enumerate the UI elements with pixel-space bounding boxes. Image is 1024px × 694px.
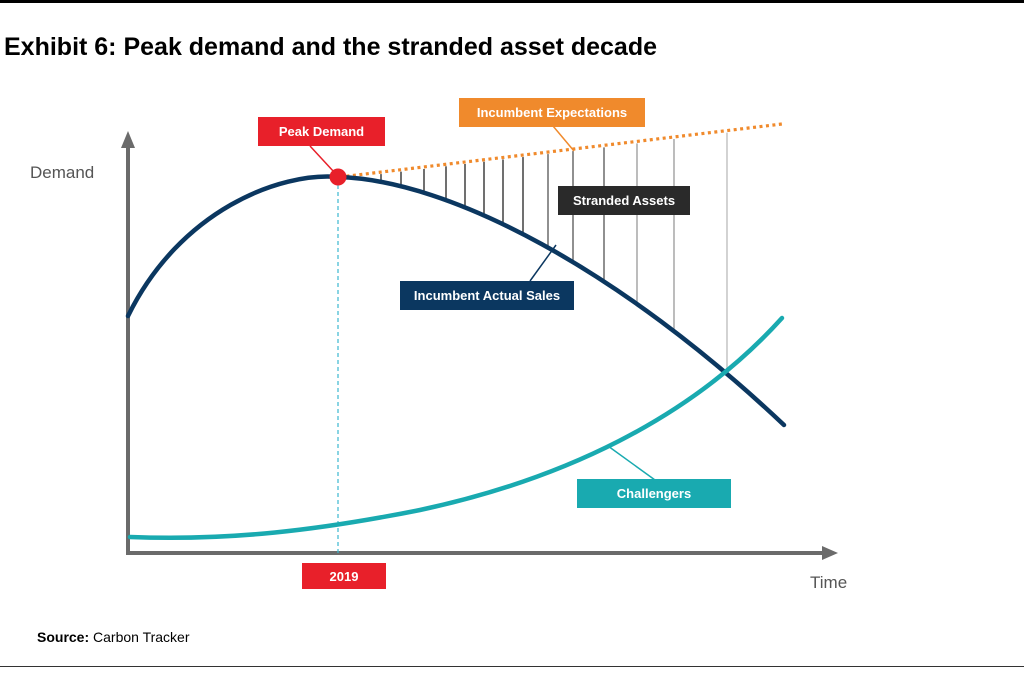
incumbent-actual-sales-label: Incumbent Actual Sales <box>414 288 560 303</box>
peak-demand-dot <box>329 168 347 186</box>
incumbent-expectations-label: Incumbent Expectations <box>477 105 627 120</box>
peak-demand-leader <box>309 145 335 173</box>
actual-sales-leader <box>529 244 557 282</box>
stranded-assets-hatching <box>360 132 728 374</box>
bottom-rule <box>0 666 1024 667</box>
y-axis-arrow-icon <box>121 131 135 148</box>
incumbent-expectations-line <box>339 122 783 179</box>
incumbent-actual-sales-box <box>400 281 574 310</box>
peak-demand-box <box>258 117 385 146</box>
source-text: Carbon Tracker <box>93 629 190 645</box>
x-axis-arrow-icon <box>822 546 838 560</box>
top-rule <box>0 0 1024 3</box>
expectations-leader <box>552 125 575 152</box>
challengers-label: Challengers <box>617 486 691 501</box>
year-box <box>302 563 386 589</box>
peak-demand-label: Peak Demand <box>279 124 364 139</box>
challengers-leader <box>607 445 656 481</box>
stranded-assets-box <box>558 186 690 215</box>
source-prefix: Source: <box>37 629 90 645</box>
x-axis-label: Time <box>810 573 847 592</box>
incumbent-expectations-box <box>459 98 645 127</box>
year-label: 2019 <box>330 569 359 584</box>
y-axis-label: Demand <box>30 163 94 182</box>
source-note: Source: Carbon Tracker <box>37 629 190 645</box>
challengers-curve <box>127 315 785 541</box>
exhibit-title: Exhibit 6: Peak demand and the stranded … <box>4 33 657 61</box>
stranded-assets-label: Stranded Assets <box>573 193 675 208</box>
incumbent-actual-sales-curve <box>125 174 787 428</box>
challengers-box <box>577 479 731 508</box>
